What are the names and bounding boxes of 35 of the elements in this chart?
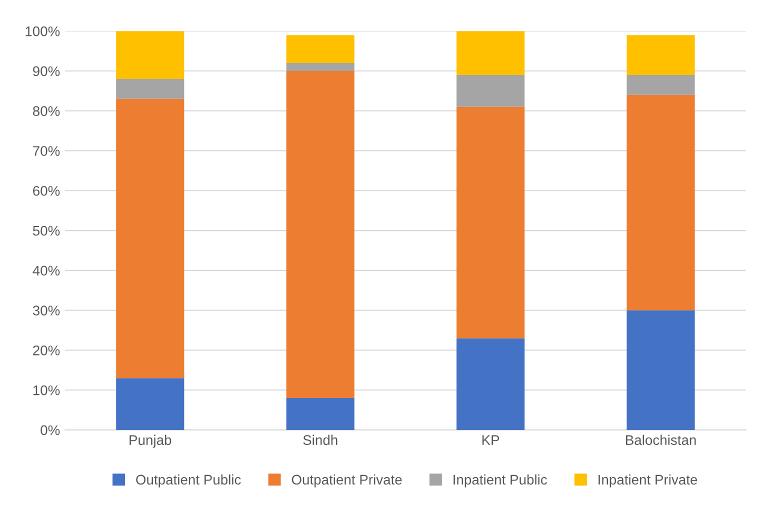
bar <box>286 398 354 430</box>
bar <box>456 338 525 430</box>
y-tick-label: 100% <box>26 26 60 36</box>
y-tick-label: 30% <box>32 306 60 316</box>
y-tick-label: 40% <box>32 266 60 276</box>
y-tick-label: 0% <box>40 425 60 436</box>
legend-label: Inpatient Private <box>598 474 698 488</box>
bar <box>626 94 695 310</box>
x-tick-label: Balochistan <box>626 434 696 446</box>
y-tick-label: 60% <box>33 186 60 196</box>
bar <box>456 74 525 107</box>
y-tick-label: 10% <box>33 385 60 396</box>
x-tick-label: Sindh <box>303 434 338 446</box>
bar <box>286 62 354 71</box>
x-tick-label: Punjab <box>130 434 172 448</box>
bar <box>456 31 525 75</box>
bar <box>116 31 184 79</box>
bar <box>286 35 354 63</box>
bar <box>456 106 525 338</box>
y-tick-label: 20% <box>33 346 60 356</box>
bar <box>626 310 695 430</box>
y-tick-label: 90% <box>33 66 60 76</box>
bar <box>626 35 695 75</box>
y-tick-label: 50% <box>32 226 60 236</box>
bar <box>116 78 184 99</box>
bar <box>116 378 184 430</box>
bar <box>626 74 695 95</box>
legend-label: Outpatient Private <box>292 474 402 488</box>
x-tick-label: KP <box>482 435 500 445</box>
legend-label: Outpatient Public <box>136 474 241 488</box>
bar <box>286 70 354 398</box>
bar <box>116 98 184 378</box>
legend-label: Inpatient Public <box>454 474 547 488</box>
y-tick-label: 70% <box>33 146 60 156</box>
y-tick-label: 80% <box>32 106 60 116</box>
